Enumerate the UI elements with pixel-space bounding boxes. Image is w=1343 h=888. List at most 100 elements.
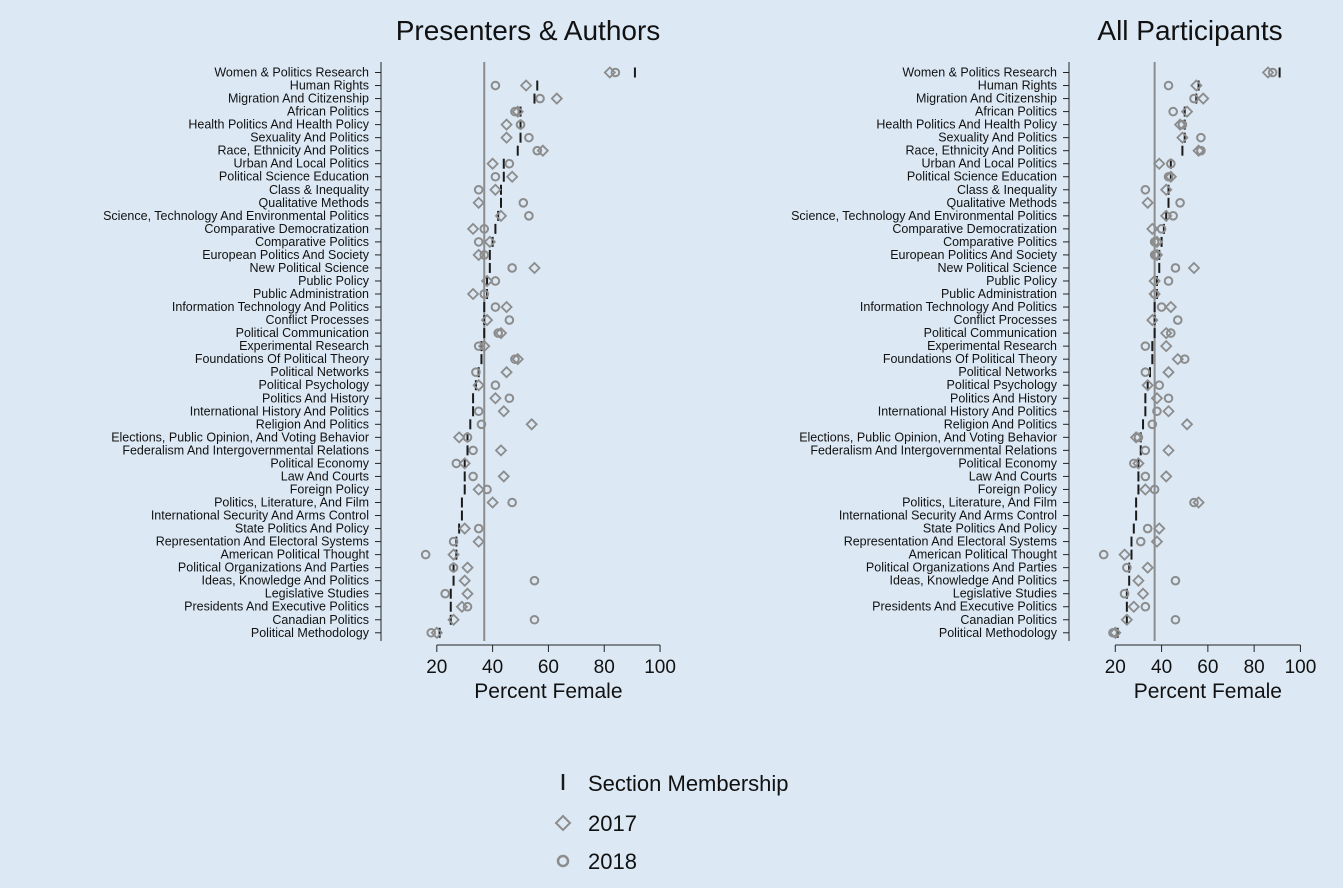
- category-label: Presidents And Executive Politics: [184, 600, 369, 614]
- point-2018: [462, 432, 473, 443]
- point-2017: [472, 535, 485, 548]
- category-label: European Politics And Society: [890, 248, 1058, 262]
- point-2018: [1177, 119, 1188, 130]
- point-2018: [462, 601, 473, 612]
- category-label: Comparative Politics: [255, 235, 369, 249]
- point-2018: [468, 471, 478, 482]
- point-2018: [479, 224, 490, 234]
- point-2017: [536, 144, 550, 157]
- legend-label: 2017: [588, 811, 637, 836]
- category-label: Conflict Processes: [953, 313, 1057, 327]
- category-label: Political Organizations And Parties: [178, 561, 369, 575]
- point-2017: [1162, 365, 1175, 379]
- category-label: Federalism And Intergovernmental Relatio…: [122, 443, 369, 457]
- point-2017: [472, 248, 485, 262]
- category-label: Political Organizations And Parties: [866, 561, 1057, 575]
- point-2017: [1196, 92, 1210, 105]
- point-2017: [603, 66, 617, 79]
- category-label: Foreign Policy: [978, 482, 1058, 496]
- point-2018: [1142, 523, 1153, 534]
- point-2017: [1164, 170, 1178, 184]
- point-2018: [1147, 419, 1158, 430]
- x-tick-label: 100: [644, 657, 676, 678]
- point-2018: [515, 119, 526, 130]
- point-2017: [458, 457, 471, 470]
- point-2018: [482, 484, 492, 495]
- category-label: International History And Politics: [190, 404, 369, 418]
- point-2017: [430, 626, 444, 640]
- x-axis-title: Percent Female: [1134, 680, 1282, 703]
- point-2018: [610, 67, 621, 78]
- point-2018: [1166, 158, 1176, 169]
- category-label: Representation And Electoral Systems: [156, 535, 369, 549]
- point-2017: [472, 196, 485, 210]
- point-2018: [1156, 224, 1167, 234]
- point-2018: [504, 158, 515, 169]
- point-2018: [479, 250, 490, 260]
- point-2018: [524, 132, 534, 143]
- point-2017: [497, 405, 511, 418]
- category-label: African Politics: [975, 105, 1057, 119]
- point-2017: [1150, 235, 1164, 249]
- category-label: Science, Technology And Environmental Po…: [103, 209, 369, 223]
- category-label: Sexuality And Politics: [938, 131, 1057, 145]
- point-2017: [511, 105, 525, 118]
- category-label: International Security And Arms Control: [151, 509, 369, 523]
- category-label: New Political Science: [938, 261, 1058, 275]
- point-2018: [1129, 458, 1139, 469]
- x-tick-label: 20: [426, 657, 447, 678]
- point-2017: [550, 92, 564, 105]
- point-2018: [1163, 80, 1174, 91]
- point-2017: [525, 418, 538, 431]
- point-2017: [483, 235, 497, 249]
- point-2017: [1162, 405, 1175, 418]
- point-2017: [1141, 196, 1154, 210]
- point-2017: [466, 222, 480, 236]
- point-2017: [1109, 626, 1122, 640]
- point-2018: [535, 93, 545, 104]
- x-tick-label: 20: [1105, 657, 1126, 678]
- category-label: Ideas, Knowledge And Politics: [202, 574, 369, 588]
- point-2018: [1154, 380, 1165, 391]
- legend-item-section-membership: Section Membership: [561, 771, 789, 796]
- category-label: Canadian Politics: [272, 613, 369, 627]
- point-2018: [448, 562, 459, 573]
- category-label: Religion And Politics: [944, 417, 1057, 431]
- point-2017: [480, 313, 494, 327]
- point-2017: [447, 613, 460, 627]
- category-label: Ideas, Knowledge And Politics: [890, 574, 1057, 588]
- point-2018: [420, 549, 431, 560]
- point-2017: [511, 352, 525, 366]
- category-label: Representation And Electoral Systems: [844, 535, 1057, 549]
- category-label: Health Politics And Health Policy: [876, 118, 1057, 132]
- point-2018: [1166, 328, 1176, 338]
- panel-presenters-authors: Presenters & Authors 20 40 60 80 100 Percent F…: [103, 15, 676, 703]
- point-2018: [479, 289, 490, 299]
- category-label: Political Science Education: [219, 170, 369, 184]
- category-label: Sexuality And Politics: [250, 131, 369, 145]
- point-2017: [472, 378, 485, 392]
- category-label: Urban And Local Politics: [922, 157, 1058, 171]
- point-2018: [493, 328, 504, 338]
- point-2017: [461, 587, 474, 600]
- point-2018: [1196, 145, 1206, 156]
- point-2018: [1108, 627, 1118, 638]
- category-label: Urban And Local Politics: [234, 157, 370, 171]
- point-2018: [473, 523, 484, 534]
- point-2017: [500, 118, 513, 131]
- point-2018: [1140, 601, 1151, 612]
- point-2018: [524, 211, 534, 221]
- category-label: Class & Inequality: [269, 183, 370, 197]
- point-2018: [532, 145, 543, 156]
- category-label: Human Rights: [290, 79, 369, 93]
- category-label: Law And Courts: [969, 469, 1057, 483]
- point-2018: [1168, 211, 1178, 221]
- point-2017: [1118, 548, 1131, 561]
- point-2018: [468, 445, 478, 456]
- point-2017: [494, 444, 508, 457]
- category-label: New Political Science: [250, 261, 370, 275]
- category-label: Politics And History: [262, 391, 370, 405]
- category-label: Political Psychology: [947, 378, 1058, 392]
- point-2018: [1163, 171, 1174, 182]
